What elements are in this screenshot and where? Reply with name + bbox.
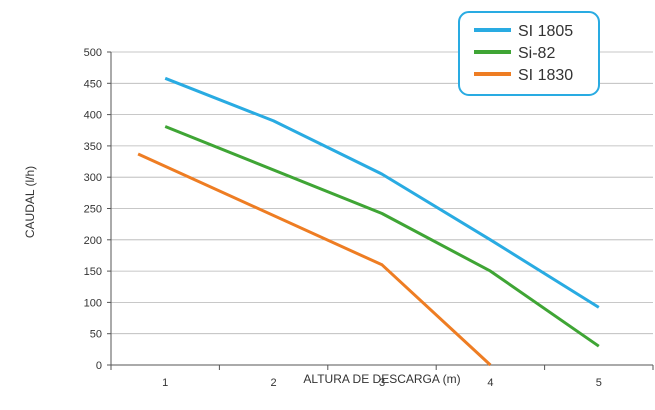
x-tick-label: 4 xyxy=(487,377,493,389)
x-tick-label: 2 xyxy=(271,377,277,389)
legend: SI 1805 Si-82 SI 1830 xyxy=(458,11,600,96)
y-tick-label: 400 xyxy=(84,110,102,122)
series-line-0 xyxy=(164,76,600,309)
legend-label: SI 1830 xyxy=(518,67,573,84)
y-tick-label: 300 xyxy=(84,172,102,184)
x-tick-label: 1 xyxy=(162,377,168,389)
y-tick-label: 50 xyxy=(90,329,102,341)
y-tick-label: 150 xyxy=(84,266,102,278)
axes xyxy=(107,51,654,370)
y-tick-label: 0 xyxy=(96,360,102,372)
x-axis-ticks: 1 2 3 4 5 xyxy=(162,377,602,389)
y-tick-label: 450 xyxy=(84,78,102,90)
x-tick-label: 5 xyxy=(596,377,602,389)
y-tick-label: 250 xyxy=(84,204,102,216)
y-tick-label: 350 xyxy=(84,141,102,153)
y-tick-label: 100 xyxy=(84,297,102,309)
x-tick-label: 3 xyxy=(379,377,385,389)
y-axis-ticks: 0 50 100 150 200 250 300 350 400 450 500 xyxy=(84,47,102,372)
y-tick-label: 500 xyxy=(84,47,102,59)
y-tick-label: 200 xyxy=(84,235,102,247)
series-line-1 xyxy=(164,125,600,348)
legend-label: SI 1805 xyxy=(518,23,573,40)
y-axis-label: CAUDAL (l/h) xyxy=(23,166,37,238)
x-axis-label: ALTURA DE DESCARGA (m) xyxy=(303,372,460,386)
series-lines xyxy=(137,76,600,367)
legend-label: Si-82 xyxy=(518,45,555,62)
series-line-2 xyxy=(137,152,492,367)
